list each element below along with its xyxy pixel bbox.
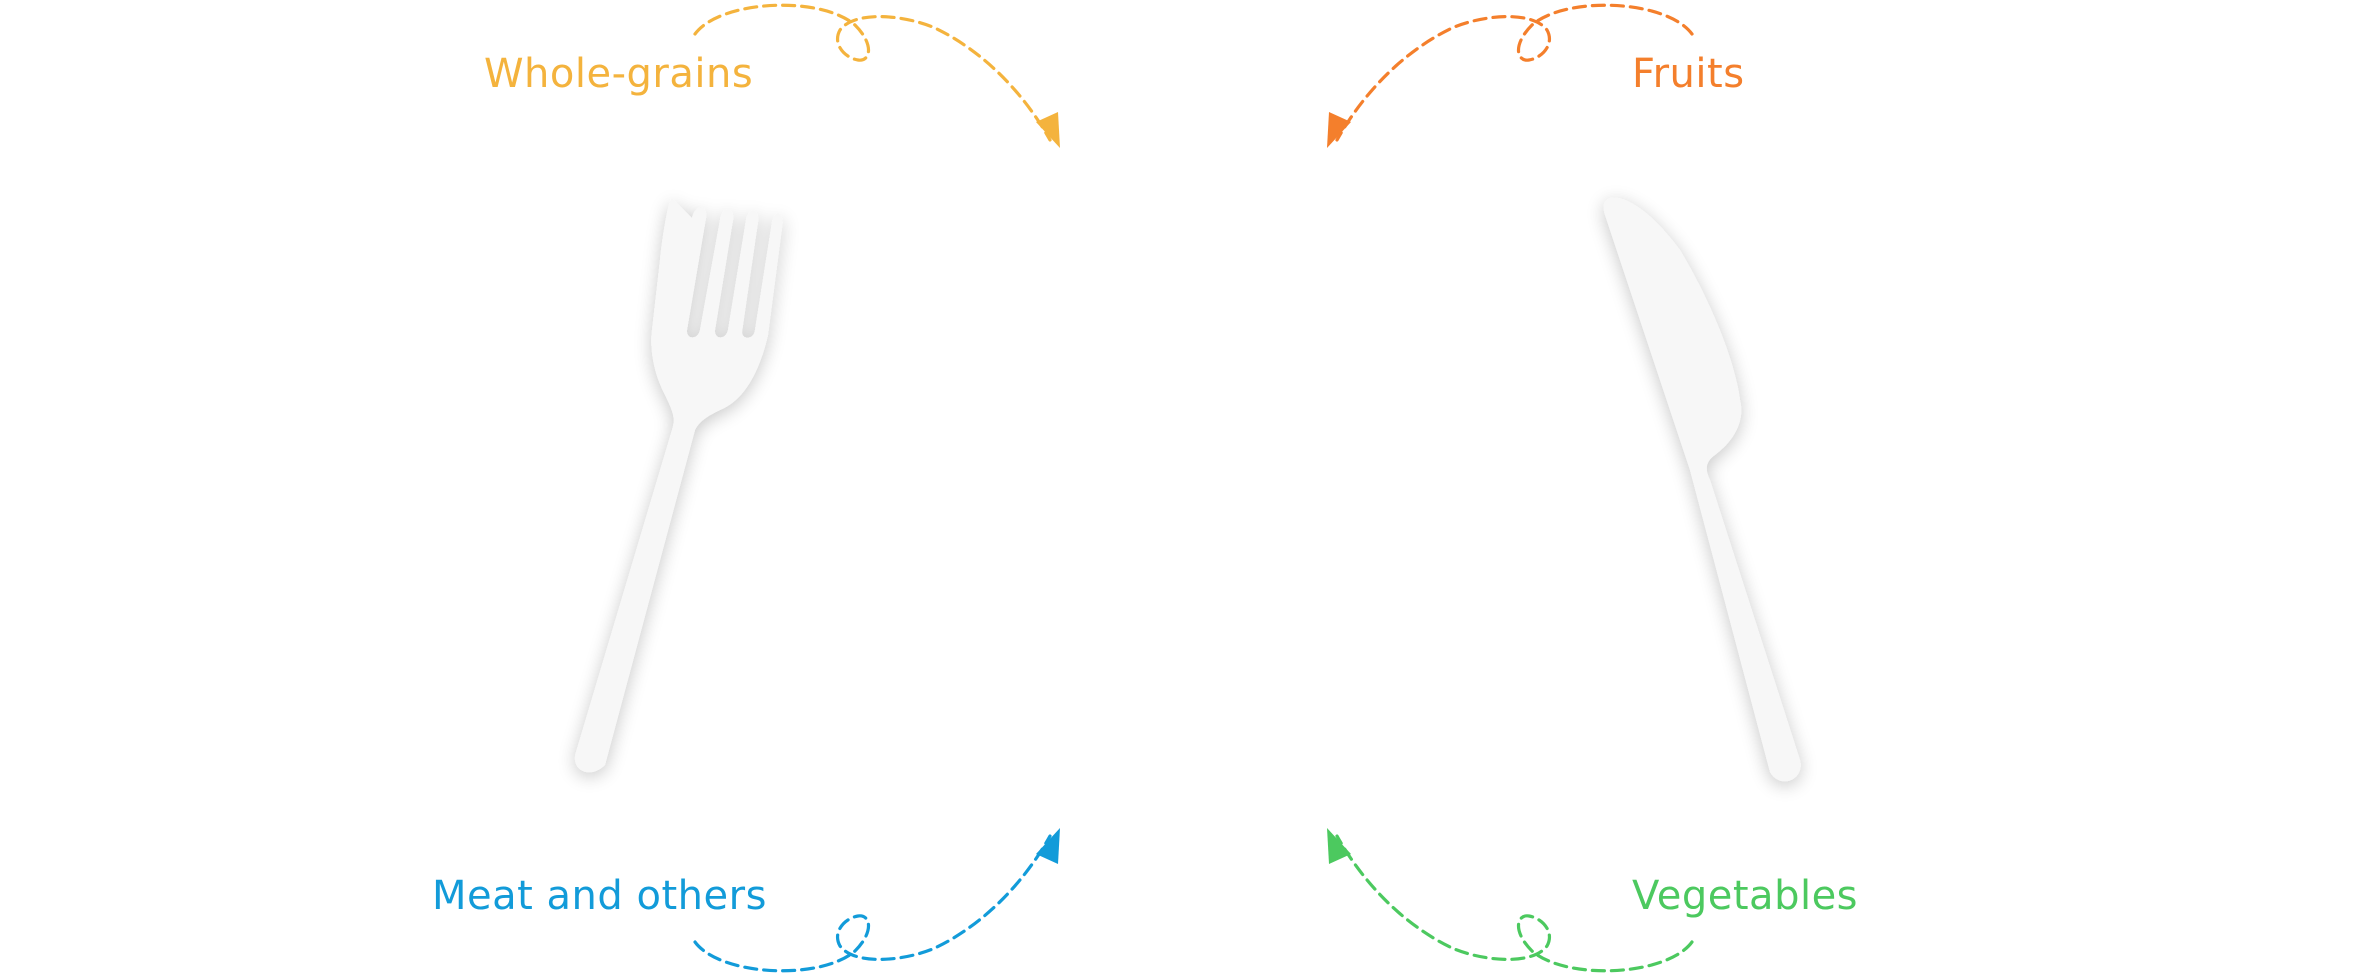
fork-icon: [574, 198, 783, 773]
fruits-arrowhead: [1327, 112, 1351, 148]
whole-grains-arrow: [693, 3, 1052, 142]
whole-grains-label: Whole-grains: [484, 51, 754, 97]
fruits-arrow: [1335, 3, 1694, 142]
vegetables-arrowhead: [1327, 828, 1351, 864]
fruits-label: Fruits: [1632, 51, 1745, 97]
knife-icon: [1603, 197, 1801, 782]
whole-grains-arrowhead: [1036, 112, 1060, 148]
vegetables-arrow: [1335, 834, 1694, 973]
meat-arrow: [693, 834, 1052, 973]
meat-arrowhead: [1036, 828, 1060, 864]
vegetables-label: Vegetables: [1632, 873, 1859, 919]
meat-and-others-label: Meat and others: [432, 873, 767, 919]
